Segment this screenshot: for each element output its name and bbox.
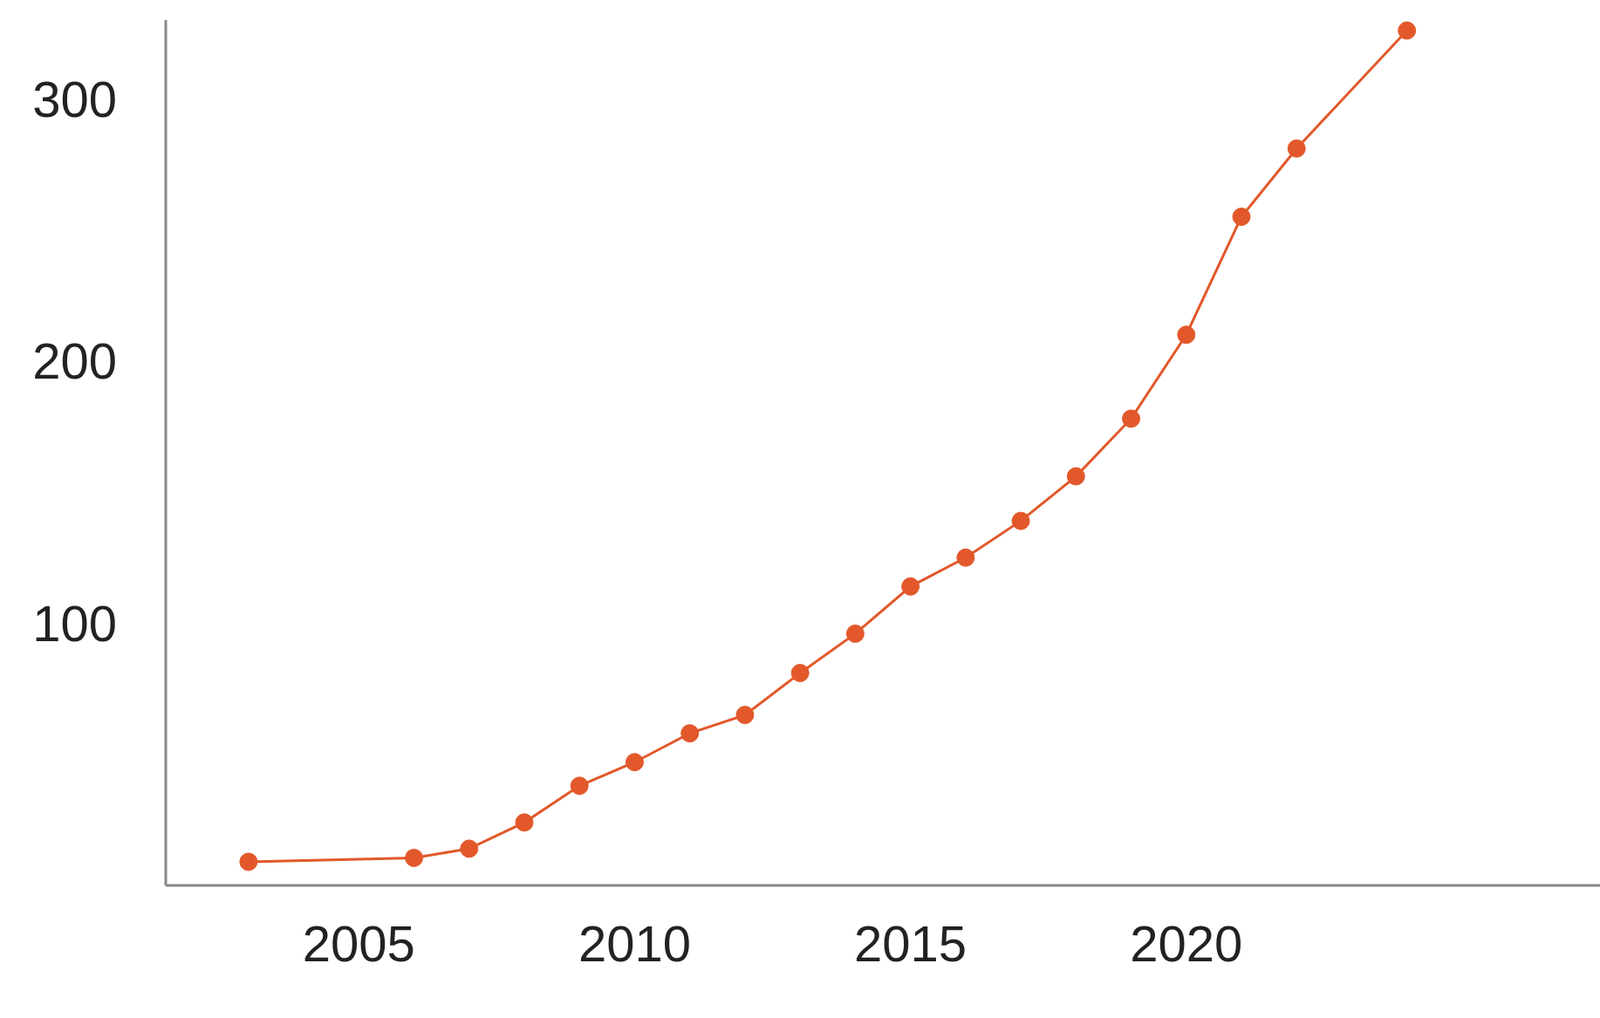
svg-text:2005: 2005 xyxy=(302,915,416,972)
svg-text:200: 200 xyxy=(32,332,117,390)
svg-text:2010: 2010 xyxy=(578,915,691,972)
svg-text:2015: 2015 xyxy=(854,915,967,972)
svg-text:300: 300 xyxy=(32,70,117,128)
svg-text:100: 100 xyxy=(32,594,117,652)
svg-text:2020: 2020 xyxy=(1129,915,1243,972)
